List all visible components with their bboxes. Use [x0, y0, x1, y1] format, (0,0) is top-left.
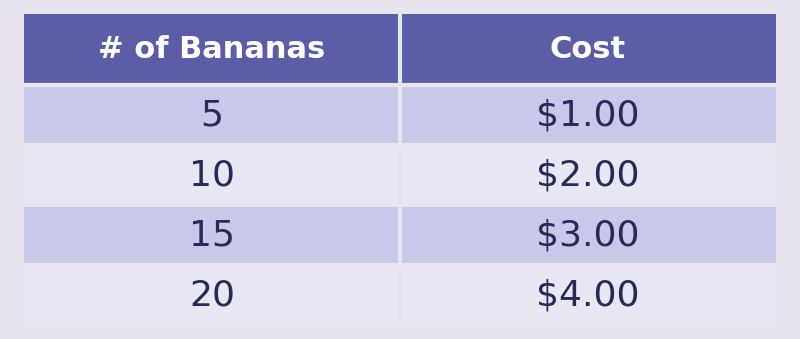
FancyBboxPatch shape: [400, 145, 776, 205]
Text: $2.00: $2.00: [536, 158, 640, 192]
FancyBboxPatch shape: [400, 265, 776, 325]
Text: 20: 20: [189, 278, 235, 313]
FancyBboxPatch shape: [24, 205, 400, 265]
FancyBboxPatch shape: [400, 14, 776, 85]
Text: 5: 5: [201, 98, 223, 132]
Text: 10: 10: [189, 158, 235, 192]
FancyBboxPatch shape: [400, 205, 776, 265]
Text: $3.00: $3.00: [536, 218, 640, 252]
FancyBboxPatch shape: [24, 14, 400, 85]
Text: Cost: Cost: [550, 35, 626, 64]
Text: $1.00: $1.00: [536, 98, 640, 132]
FancyBboxPatch shape: [24, 85, 400, 145]
Text: # of Bananas: # of Bananas: [98, 35, 326, 64]
Text: $4.00: $4.00: [536, 278, 640, 313]
FancyBboxPatch shape: [24, 145, 400, 205]
FancyBboxPatch shape: [24, 265, 400, 325]
FancyBboxPatch shape: [400, 85, 776, 145]
Text: 15: 15: [189, 218, 235, 252]
